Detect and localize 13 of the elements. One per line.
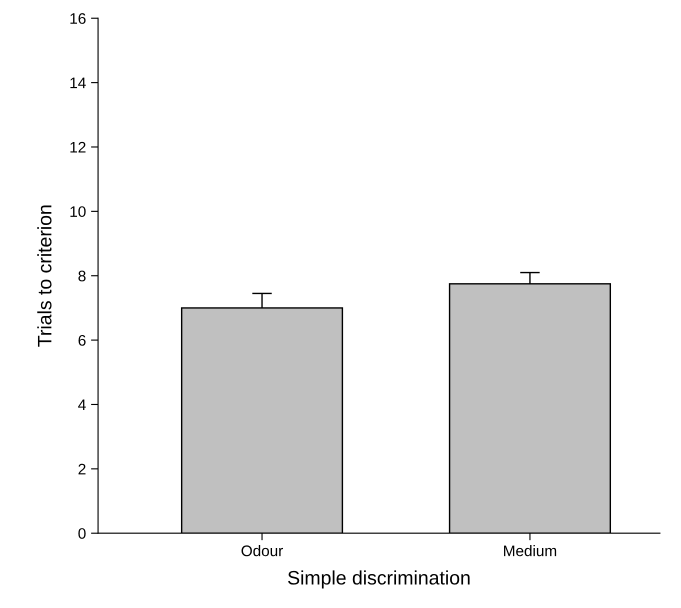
y-tick-label: 10 xyxy=(70,206,86,218)
y-tick-label: 16 xyxy=(70,13,86,24)
y-tick-label: 2 xyxy=(78,464,86,474)
y-tick-label: 6 xyxy=(78,334,86,346)
y-tick-label: 4 xyxy=(78,399,86,410)
y-axis-title: Trials to criterion xyxy=(37,205,52,347)
y-tick-label: 14 xyxy=(70,78,86,88)
x-tick-label: Medium xyxy=(504,545,556,556)
x-axis-title: Simple discrimination xyxy=(288,570,470,588)
x-tick-label: Odour xyxy=(242,545,284,556)
y-tick-label: 8 xyxy=(78,270,86,282)
y-tick-label: 0 xyxy=(78,528,86,539)
y-tick-label: 12 xyxy=(70,142,86,153)
